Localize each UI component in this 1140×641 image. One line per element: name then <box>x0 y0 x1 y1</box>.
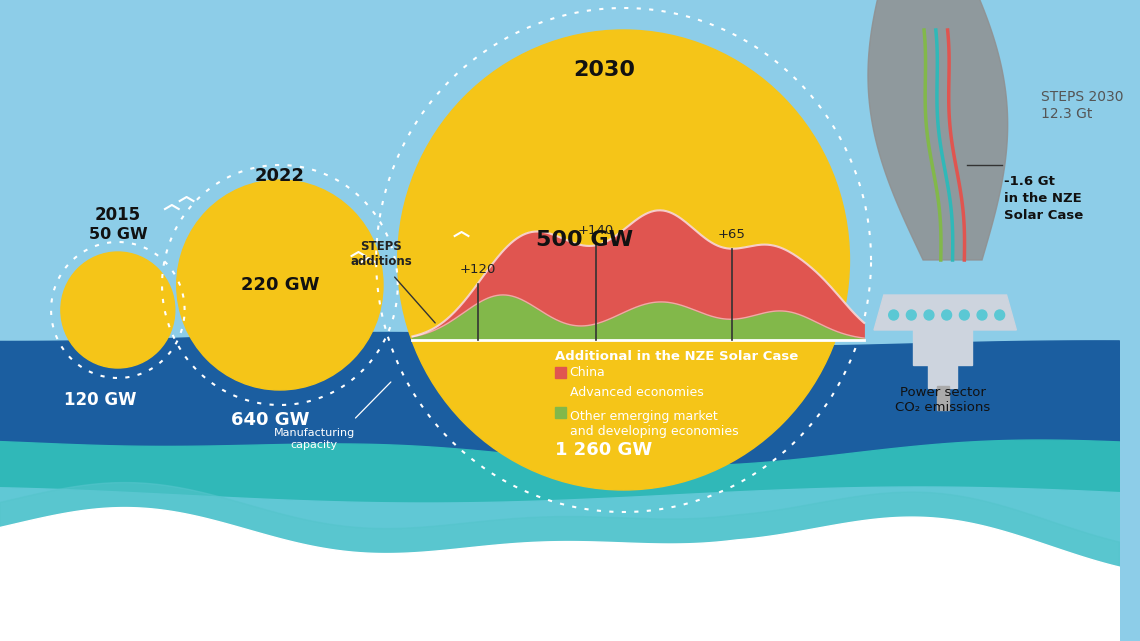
Text: 2015: 2015 <box>95 206 141 224</box>
Circle shape <box>925 310 934 320</box>
Text: STEPS 2030
12.3 Gt: STEPS 2030 12.3 Gt <box>1041 90 1123 121</box>
Bar <box>913 327 972 365</box>
Text: 500 GW: 500 GW <box>536 230 633 250</box>
Text: 1 260 GW: 1 260 GW <box>555 441 652 459</box>
Bar <box>555 367 565 378</box>
Text: 120 GW: 120 GW <box>64 391 137 409</box>
Text: Other emerging market
and developing economies: Other emerging market and developing eco… <box>570 410 739 438</box>
Polygon shape <box>868 0 1008 260</box>
Circle shape <box>60 252 174 368</box>
Circle shape <box>960 310 969 320</box>
Text: 2030: 2030 <box>573 60 635 80</box>
Bar <box>928 363 958 388</box>
Bar <box>937 386 948 410</box>
Polygon shape <box>0 508 1119 641</box>
Text: -1.6 Gt
in the NZE
Solar Case: -1.6 Gt in the NZE Solar Case <box>1003 175 1083 222</box>
Text: 2022: 2022 <box>255 167 304 185</box>
Polygon shape <box>0 483 1119 641</box>
Text: +120: +120 <box>461 263 496 276</box>
Text: Advanced economies: Advanced economies <box>570 385 703 399</box>
Text: 220 GW: 220 GW <box>241 276 319 294</box>
Circle shape <box>398 30 849 490</box>
Circle shape <box>977 310 987 320</box>
Circle shape <box>889 310 898 320</box>
Polygon shape <box>0 333 1119 641</box>
Text: 50 GW: 50 GW <box>89 227 147 242</box>
Text: 640 GW: 640 GW <box>230 411 309 429</box>
Bar <box>555 407 565 418</box>
Text: +140: +140 <box>578 224 614 237</box>
Text: China: China <box>570 365 605 378</box>
Circle shape <box>942 310 952 320</box>
Polygon shape <box>413 210 864 338</box>
Text: +65: +65 <box>718 228 746 241</box>
Circle shape <box>995 310 1004 320</box>
Polygon shape <box>413 295 864 340</box>
Polygon shape <box>0 487 1119 641</box>
Text: Manufacturing
capacity: Manufacturing capacity <box>274 428 355 449</box>
Circle shape <box>906 310 917 320</box>
Circle shape <box>177 180 383 390</box>
Bar <box>555 387 565 398</box>
Polygon shape <box>874 295 1017 330</box>
Text: Power sector
CO₂ emissions: Power sector CO₂ emissions <box>895 386 991 414</box>
Text: STEPS
additions: STEPS additions <box>350 240 412 268</box>
Text: Additional in the NZE Solar Case: Additional in the NZE Solar Case <box>555 350 798 363</box>
Polygon shape <box>0 440 1119 641</box>
